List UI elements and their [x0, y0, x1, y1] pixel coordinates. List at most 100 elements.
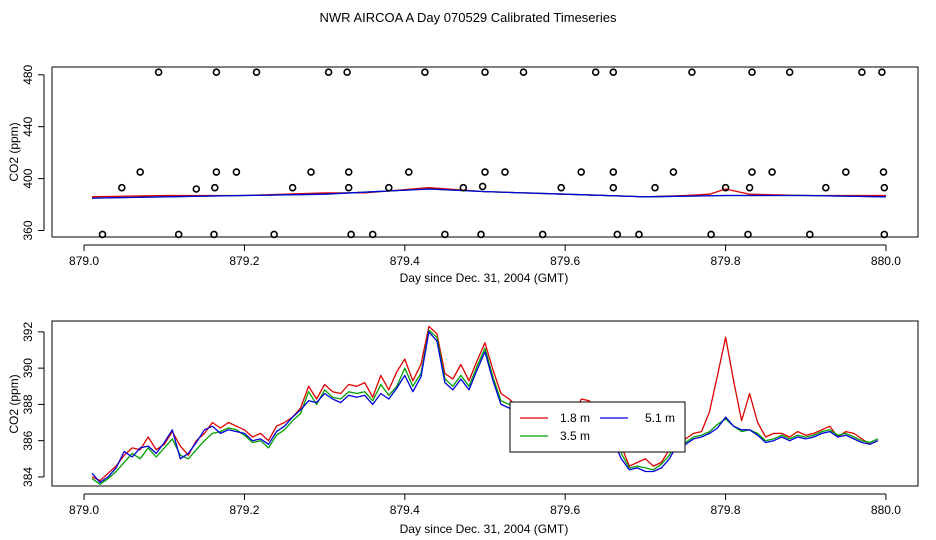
bottom-plot-frame — [51, 320, 919, 487]
calibration-point — [344, 168, 353, 176]
calibration-point — [748, 168, 756, 176]
bottom-series-5-1-m — [91, 331, 879, 484]
calibration-point — [880, 183, 889, 192]
calibration-point — [785, 68, 794, 76]
calibration-point — [609, 168, 618, 176]
calibration-point — [501, 168, 509, 176]
figure-title: NWR AIRCOA A Day 070529 Calibrated Times… — [320, 10, 617, 25]
bottom-series-1-8-m — [91, 325, 879, 482]
top-y-tick-label: 400 — [21, 168, 35, 188]
calibration-point — [538, 230, 547, 239]
calibration-point — [481, 68, 489, 76]
calibration-point — [192, 185, 201, 193]
calibration-point — [421, 68, 429, 76]
calibration-point — [748, 68, 756, 76]
bottom-x-tick-label: 880.0 — [871, 503, 901, 517]
bottom-y-tick-label: 384 — [21, 467, 35, 487]
calibration-point — [477, 230, 485, 239]
bottom-y-tick-label: 388 — [21, 394, 35, 414]
bottom-plot-area — [91, 325, 879, 485]
legend-label-3-5m: 3.5 m — [560, 429, 590, 443]
calibration-point — [609, 183, 618, 192]
top-series-5-1-m — [92, 188, 886, 199]
calibration-point — [880, 230, 889, 239]
calibration-point — [404, 168, 413, 176]
calibration-point — [651, 183, 659, 192]
calibration-point — [211, 183, 219, 192]
top-plot-frame — [51, 66, 919, 238]
calibration-point — [174, 230, 183, 239]
bottom-y-tick-label: 392 — [21, 322, 35, 342]
calibration-point — [441, 230, 449, 239]
calibration-point — [613, 230, 622, 239]
calibration-point — [212, 168, 221, 176]
legend-label-1-8m: 1.8 m — [560, 411, 590, 425]
calibration-point — [212, 68, 221, 76]
top-y-axis-label: CO2 (ppm) — [7, 122, 21, 181]
top-series-3-5-m — [92, 188, 886, 199]
legend-box — [509, 401, 686, 453]
calibration-point — [154, 68, 163, 76]
top-x-tick-label: 879.0 — [69, 254, 99, 268]
bottom-x-tick-label: 879.0 — [69, 503, 99, 517]
calibration-point — [721, 183, 730, 192]
top-x-tick-label: 879.8 — [711, 254, 741, 268]
calibration-point — [805, 230, 814, 239]
calibration-point — [768, 168, 776, 176]
calibration-point — [118, 183, 126, 192]
calibration-point — [288, 183, 297, 192]
calibration-point — [270, 230, 278, 239]
calibration-point — [481, 168, 489, 176]
bottom-y-axis-label: CO2 (ppm) — [7, 374, 21, 433]
calibration-point — [745, 183, 754, 192]
bottom-x-axis: 879.0 879.2 879.4 879.6 879.8 880.0 — [69, 493, 901, 517]
calibration-point — [591, 68, 600, 76]
legend: 1.8 m 5.1 m 3.5 m — [509, 401, 686, 453]
calibration-point — [252, 68, 261, 76]
top-x-tick-label: 880.0 — [871, 254, 901, 268]
calibration-point — [459, 183, 468, 192]
top-x-axis: 879.0 879.2 879.4 879.6 879.8 880.0 — [69, 244, 901, 268]
bottom-x-tick-label: 879.4 — [390, 503, 420, 517]
top-y-tick-label: 480 — [21, 64, 35, 84]
calibration-point — [688, 68, 696, 76]
bottom-panel: 879.0 879.2 879.4 879.6 879.8 880.0 384 386 388… — [7, 320, 919, 536]
bottom-x-tick-label: 879.8 — [711, 503, 741, 517]
bottom-x-axis-label: Day since Dec. 31, 2004 (GMT) — [400, 522, 569, 536]
calibration-point — [707, 230, 715, 239]
calibration-point — [210, 230, 218, 239]
calibration-point — [384, 183, 393, 192]
calibration-point — [347, 230, 355, 239]
bottom-y-tick-label: 386 — [21, 430, 35, 450]
top-panel: 879.0 879.2 879.4 879.6 879.8 880.0 360 400 440… — [7, 64, 919, 285]
calibration-point — [821, 183, 830, 192]
calibration-point — [368, 230, 377, 239]
calibration-point — [232, 168, 241, 176]
calibration-point — [841, 168, 850, 176]
top-y-tick-label: 440 — [21, 116, 35, 136]
calibration-point — [136, 168, 144, 176]
calibration-point — [635, 230, 643, 239]
bottom-x-tick-label: 879.6 — [550, 503, 580, 517]
bottom-y-axis: 384 386 388 390 392 — [21, 322, 45, 487]
calibration-point — [519, 68, 528, 76]
top-plot-area — [92, 68, 889, 239]
calibration-point — [609, 68, 618, 76]
top-x-axis-label: Day since Dec. 31, 2004 (GMT) — [400, 271, 569, 285]
bottom-x-tick-label: 879.2 — [229, 503, 259, 517]
calibration-point — [577, 168, 586, 176]
top-y-axis: 360 400 440 480 — [21, 64, 45, 241]
top-x-tick-label: 879.4 — [390, 254, 420, 268]
calibration-point — [307, 168, 315, 176]
calibration-point — [557, 183, 566, 192]
bottom-y-tick-label: 390 — [21, 358, 35, 378]
calibration-point — [98, 230, 107, 239]
top-x-tick-label: 879.2 — [229, 254, 259, 268]
legend-label-5-1m: 5.1 m — [645, 411, 675, 425]
calibration-point — [478, 182, 487, 191]
calibration-point — [744, 230, 752, 239]
top-x-tick-label: 879.6 — [550, 254, 580, 268]
calibration-point — [669, 168, 678, 176]
calibration-point — [343, 68, 351, 76]
